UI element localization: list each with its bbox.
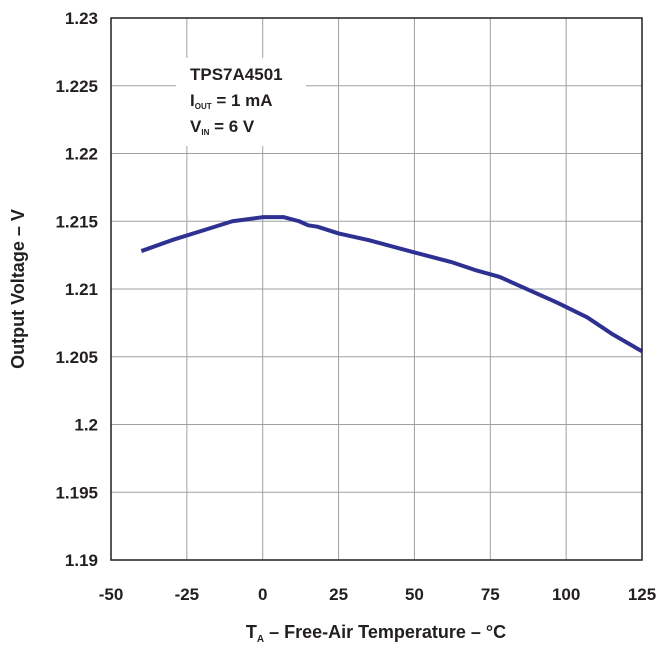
x-tick-labels: -50 -25 0 25 50 75 100 125 [99, 585, 656, 604]
annotation-box [176, 58, 306, 146]
x-axis-title: TA – Free-Air Temperature – °C [246, 622, 506, 645]
y-tick-label: 1.225 [55, 77, 98, 96]
x-tick-label: 125 [628, 585, 656, 604]
y-tick-label: 1.195 [55, 483, 98, 502]
y-tick-labels: 1.19 1.195 1.2 1.205 1.21 1.215 1.22 1.225 1.23 [55, 9, 98, 570]
series-group [140, 215, 644, 354]
x-tick-label: 0 [258, 585, 267, 604]
y-tick-label: 1.215 [55, 212, 98, 231]
plot-frame [110, 17, 643, 561]
y-tick-label: 1.21 [65, 280, 98, 299]
annotation-device: TPS7A4501 [190, 65, 283, 84]
series-line [140, 215, 644, 354]
x-tick-label: -50 [99, 585, 124, 604]
y-tick-label: 1.19 [65, 551, 98, 570]
annotation-current: IOUT = 1 mA [190, 91, 273, 111]
y-tick-label: 1.2 [74, 416, 98, 435]
x-tick-label: 100 [552, 585, 580, 604]
y-tick-label: 1.22 [65, 145, 98, 164]
x-tick-label: -25 [175, 585, 200, 604]
x-tick-label: 75 [481, 585, 500, 604]
x-tick-label: 25 [329, 585, 348, 604]
y-tick-label: 1.23 [65, 9, 98, 28]
annotation-voltage: VIN = 6 V [190, 117, 255, 137]
x-tick-label: 50 [405, 585, 424, 604]
y-tick-label: 1.205 [55, 348, 98, 367]
y-axis-title: Output Voltage – V [8, 209, 28, 369]
